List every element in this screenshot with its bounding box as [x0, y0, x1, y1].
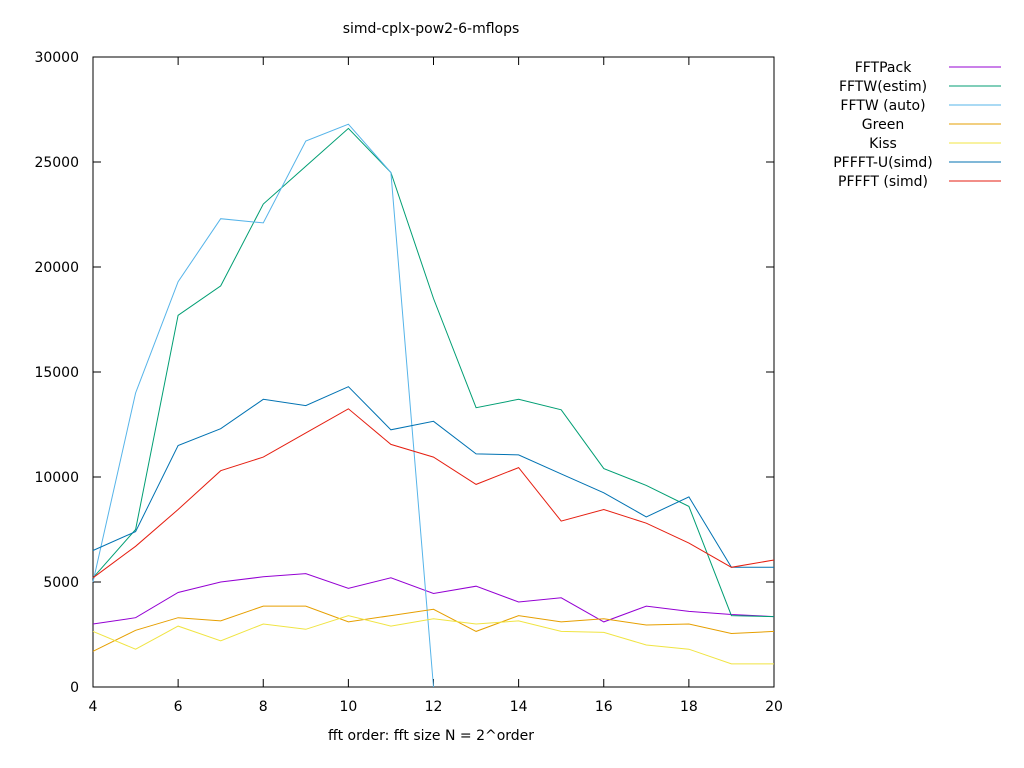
- y-tick-label: 15000: [34, 365, 79, 381]
- series-line-green: [92, 605, 775, 652]
- series-line-fftpack: [92, 573, 775, 625]
- plot-border: [92, 56, 775, 688]
- series-line-fftw-estim: [92, 127, 775, 618]
- y-tick-label: 30000: [34, 50, 79, 66]
- x-tick-label: 16: [595, 699, 613, 715]
- legend-label: PFFFT-U(simd): [833, 155, 933, 171]
- x-tick-label: 4: [89, 699, 98, 715]
- y-axis: 0 5000 10000 15000 20000 25000 30000: [34, 50, 774, 696]
- x-tick-label: 14: [510, 699, 528, 715]
- legend-label: Kiss: [869, 136, 897, 152]
- legend-label: Green: [862, 117, 904, 133]
- series-line-kiss: [92, 615, 774, 665]
- legend-label: FFTW(estim): [839, 79, 927, 95]
- series-line-pffft-u-simd: [92, 386, 774, 568]
- x-axis-label: fft order: fft size N = 2^order: [328, 728, 534, 744]
- legend-label: FFTW (auto): [840, 98, 925, 114]
- chart-title: simd-cplx-pow2-6-mflops: [343, 21, 520, 37]
- y-tick-label: 0: [70, 680, 79, 696]
- series-line-pffft-simd: [92, 408, 775, 579]
- x-tick-label: 20: [765, 699, 783, 715]
- y-tick-label: 25000: [34, 155, 79, 171]
- legend: FFTPack FFTW(estim) FFTW (auto) Green Kiss PF…: [833, 60, 1001, 190]
- series-line-fftw-auto: [92, 123, 434, 688]
- y-tick-label: 10000: [34, 470, 79, 486]
- x-tick-label: 6: [174, 699, 183, 715]
- x-tick-label: 8: [259, 699, 268, 715]
- y-tick-label: 20000: [34, 260, 79, 276]
- x-tick-label: 12: [425, 699, 443, 715]
- y-tick-label: 5000: [43, 575, 79, 591]
- x-axis: 4 6 8 10 12 14 16 18 20: [89, 57, 783, 715]
- legend-label: PFFFT (simd): [838, 174, 928, 190]
- series-lines: [92, 123, 775, 688]
- x-tick-label: 18: [680, 699, 698, 715]
- plot-area: [92, 56, 775, 688]
- legend-label: FFTPack: [855, 60, 913, 76]
- x-tick-label: 10: [339, 699, 357, 715]
